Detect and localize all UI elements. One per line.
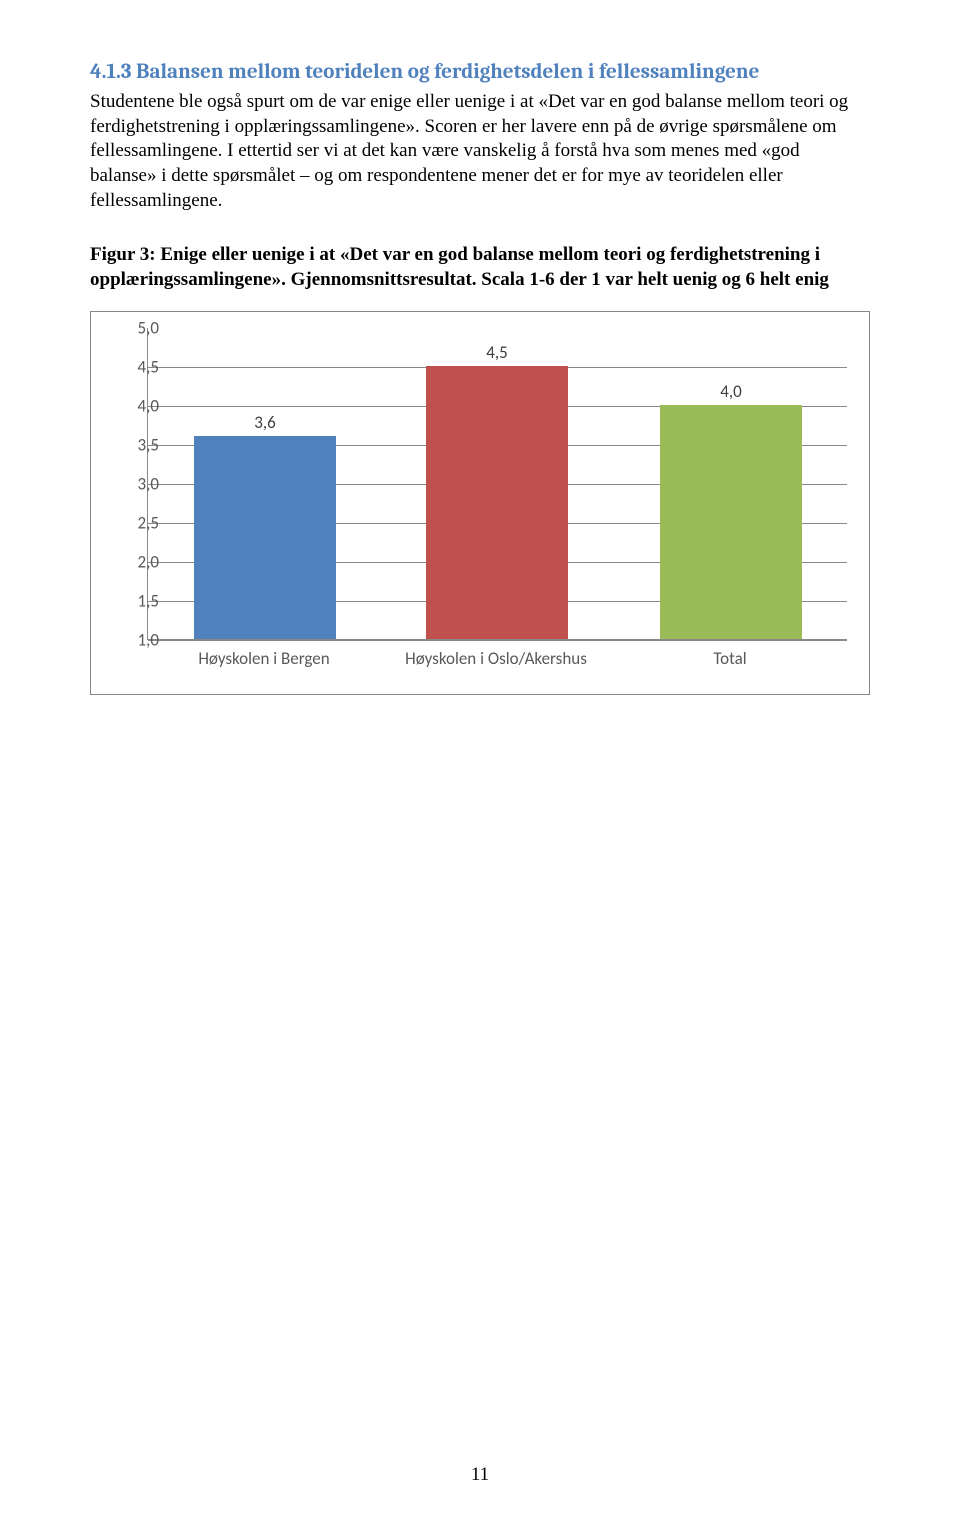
y-tick-label: 1,5 (125, 590, 159, 611)
bar-value-label: 3,6 (194, 412, 336, 433)
bar: 3,6 (194, 436, 336, 639)
y-tick-label: 2,5 (125, 512, 159, 533)
x-category-label: Høyskolen i Oslo/Akershus (386, 648, 606, 669)
y-tick-label: 3,0 (125, 473, 159, 494)
bar-value-label: 4,5 (426, 342, 568, 363)
bar-value-label: 4,0 (660, 381, 802, 402)
x-category-label: Total (620, 648, 840, 669)
y-tick-label: 3,5 (125, 434, 159, 455)
figure-caption: Figur 3: Enige eller uenige i at «Det va… (90, 243, 870, 292)
x-category-label: Høyskolen i Bergen (154, 648, 374, 669)
bar: 4,5 (426, 366, 568, 639)
bar: 4,0 (660, 405, 802, 639)
plot-area: 3,6 4,5 4,0 (147, 328, 847, 640)
y-tick-label: 5,0 (125, 317, 159, 338)
body-paragraph: Studentene ble også spurt om de var enig… (90, 90, 870, 213)
section-heading: 4.1.3 Balansen mellom teoridelen og ferd… (90, 60, 870, 84)
y-tick-label: 4,0 (125, 395, 159, 416)
bar-chart: 3,64,54,0 5,04,54,03,53,02,52,01,51,0Høy… (90, 311, 870, 695)
y-tick-label: 2,0 (125, 551, 159, 572)
y-tick-label: 4,5 (125, 356, 159, 377)
page-number: 11 (0, 1464, 960, 1486)
gridline (148, 640, 847, 641)
